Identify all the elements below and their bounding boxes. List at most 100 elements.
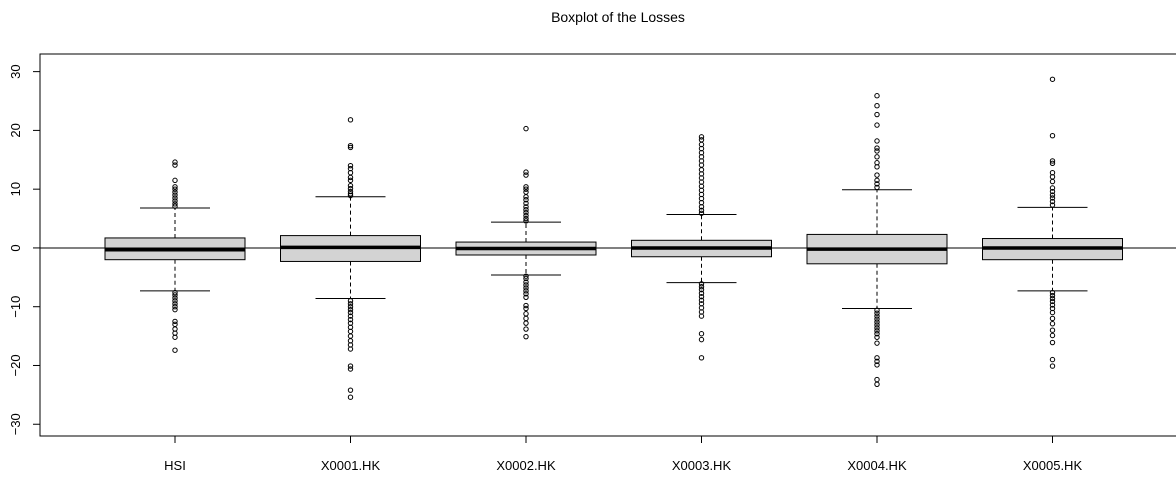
- outlier-point: [874, 328, 880, 334]
- y-tick-label: 30: [8, 64, 23, 78]
- outlier-point: [523, 169, 529, 175]
- outlier-point: [523, 305, 529, 312]
- outlier-point: [347, 366, 354, 372]
- y-tick-label: −10: [8, 296, 23, 318]
- outlier-point: [523, 186, 529, 192]
- outlier-point: [698, 297, 705, 303]
- outlier-point: [523, 333, 529, 340]
- outlier-point: [698, 210, 705, 216]
- outlier-point: [172, 198, 178, 204]
- outlier-point: [1049, 132, 1056, 139]
- outlier-point: [347, 182, 354, 189]
- y-tick-label: −30: [8, 413, 23, 435]
- outlier-point: [523, 189, 529, 195]
- outlier-point: [698, 336, 705, 343]
- outlier-point: [172, 321, 178, 328]
- outlier-point: [347, 313, 354, 319]
- outlier-point: [1049, 292, 1056, 299]
- outlier-point: [698, 281, 705, 287]
- outlier-point: [874, 319, 880, 325]
- outlier-point: [874, 325, 880, 331]
- outlier-point: [523, 184, 529, 190]
- outlier-point: [523, 218, 529, 224]
- outlier-point: [874, 322, 880, 328]
- outlier-point: [172, 177, 178, 184]
- outlier-point: [523, 215, 529, 222]
- y-tick-label: −20: [8, 354, 23, 376]
- outlier-point: [523, 197, 529, 203]
- outlier-point: [874, 340, 880, 346]
- outlier-point: [1049, 178, 1056, 185]
- outlier-point: [347, 177, 354, 184]
- outlier-point: [874, 184, 880, 191]
- outlier-point: [874, 172, 880, 178]
- x-tick-label: X0005.HK: [1023, 458, 1083, 473]
- outlier-point: [1049, 309, 1056, 316]
- outlier-point: [874, 376, 880, 383]
- outlier-point: [523, 302, 529, 309]
- outlier-point: [347, 363, 354, 369]
- outlier-point: [172, 159, 178, 165]
- outlier-point: [874, 164, 880, 170]
- outlier-point: [874, 313, 880, 319]
- outlier-point: [523, 275, 529, 282]
- outlier-point: [347, 394, 354, 400]
- outlier-point: [172, 304, 178, 310]
- outlier-point: [172, 189, 178, 195]
- x-tick-label: X0003.HK: [672, 458, 732, 473]
- outlier-point: [347, 309, 354, 316]
- outlier-point: [523, 282, 529, 288]
- outlier-point: [1049, 327, 1056, 333]
- plot-area: −30 −20 −10 0 10 20 30 HSI X0001.HK X0002.HK X0003…: [8, 53, 1176, 473]
- outlier-point: [347, 306, 354, 313]
- outlier-point: [523, 326, 529, 332]
- outlier-point: [1049, 339, 1056, 346]
- outlier-point: [523, 291, 529, 297]
- outlier-point: [347, 162, 354, 169]
- outlier-point: [523, 212, 529, 219]
- outlier-point: [698, 290, 705, 296]
- outlier-point: [523, 200, 529, 206]
- outlier-point: [1049, 195, 1056, 201]
- outlier-point: [698, 355, 705, 361]
- outlier-point: [698, 207, 705, 214]
- y-tick-label: 10: [8, 182, 23, 196]
- outlier-point: [172, 306, 178, 313]
- chart-title: Boxplot of the Losses: [551, 9, 685, 25]
- outlier-point: [523, 315, 529, 322]
- outlier-point: [874, 310, 880, 316]
- outlier-point: [172, 298, 178, 304]
- outlier-point: [874, 177, 880, 184]
- outlier-point: [172, 162, 178, 168]
- outlier-point: [523, 172, 529, 178]
- outlier-point: [698, 134, 705, 140]
- outlier-point: [874, 103, 880, 109]
- outlier-point: [874, 138, 880, 144]
- outlier-point: [523, 204, 529, 210]
- outlier-point: [1049, 315, 1056, 322]
- outlier-point: [698, 286, 705, 293]
- outlier-point: [874, 316, 880, 322]
- outlier-point: [172, 192, 178, 198]
- outlier-point: [1049, 298, 1056, 305]
- outlier-point: [172, 347, 178, 353]
- outlier-point: [347, 174, 354, 181]
- outlier-point: [1049, 295, 1056, 302]
- outlier-point: [1049, 356, 1056, 363]
- outlier-point: [347, 185, 354, 192]
- outlier-point: [523, 125, 529, 132]
- outlier-point: [874, 154, 880, 160]
- outlier-point: [874, 334, 880, 340]
- outlier-point: [523, 285, 529, 291]
- x-tick-label: X0001.HK: [321, 458, 381, 473]
- outlier-point: [172, 318, 178, 325]
- outlier-point: [698, 313, 705, 319]
- outlier-point: [347, 192, 354, 199]
- outlier-point: [523, 320, 529, 326]
- outlier-point: [698, 331, 705, 337]
- outlier-point: [172, 186, 178, 192]
- outlier-point: [1049, 160, 1056, 167]
- outlier-point: [347, 301, 354, 307]
- outlier-point: [523, 288, 529, 294]
